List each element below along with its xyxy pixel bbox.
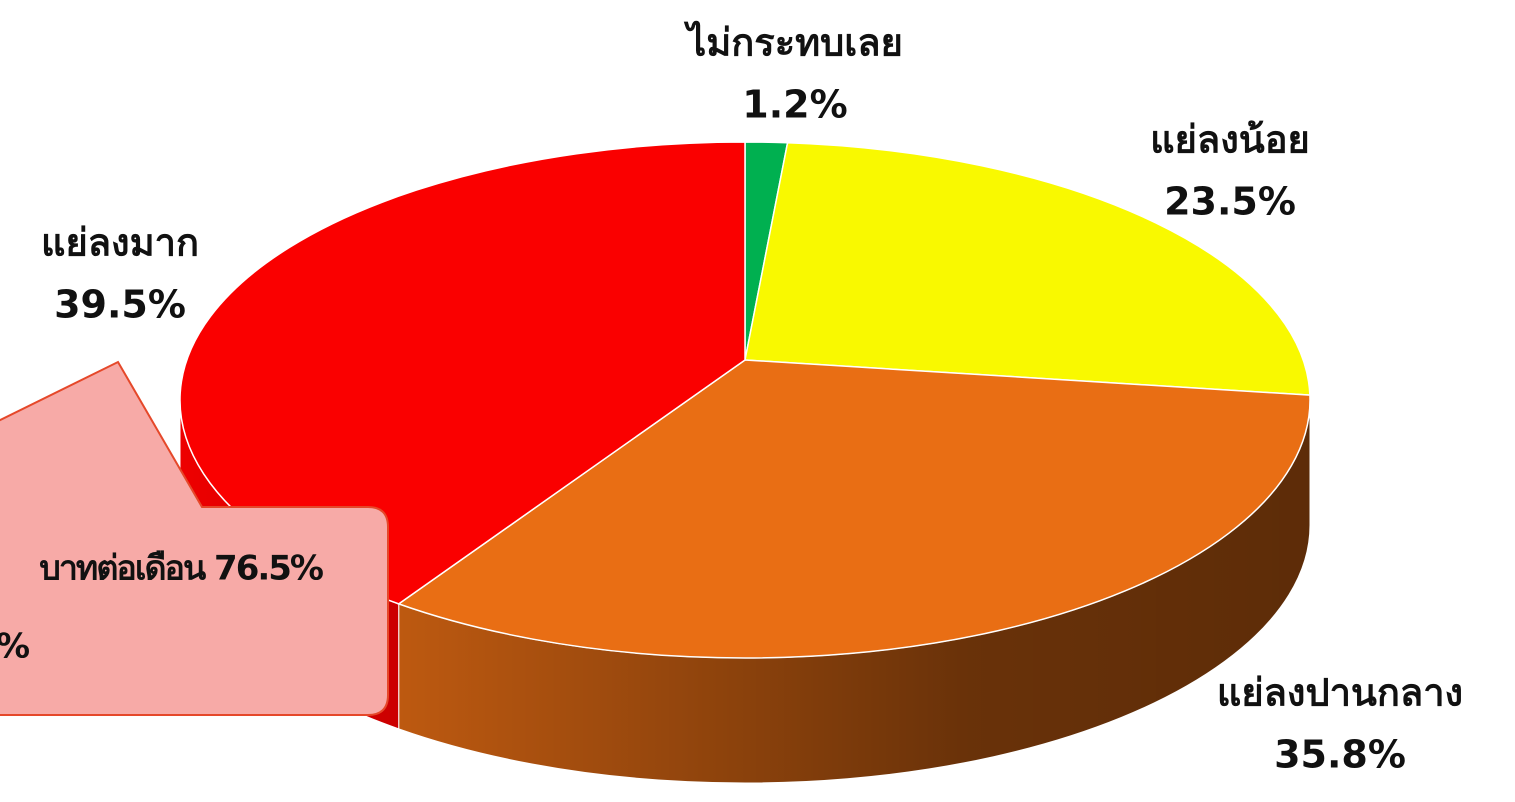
pie: [179, 141, 1311, 784]
slice-label: แย่ลงมาก: [41, 221, 199, 265]
slice-label: แย่ลงปานกลาง: [1217, 671, 1463, 715]
value-label: 35.8%: [1274, 733, 1406, 777]
callout-box: [0, 360, 389, 716]
value-label: 39.5%: [54, 283, 186, 327]
slice-label: แย่ลงน้อย: [1150, 118, 1310, 162]
slice: [744, 141, 1311, 396]
value-label: 1.2%: [742, 83, 847, 127]
annotation: บาทต่อเดือน 76.5%: [39, 549, 323, 589]
value-label: 23.5%: [1164, 180, 1296, 224]
slice-label: ไม่กระทบเลย: [683, 21, 903, 65]
callout: บาทต่อเดือน 76.5% %: [0, 360, 389, 716]
annotation: %: [0, 627, 29, 667]
slice: [397, 359, 1311, 659]
